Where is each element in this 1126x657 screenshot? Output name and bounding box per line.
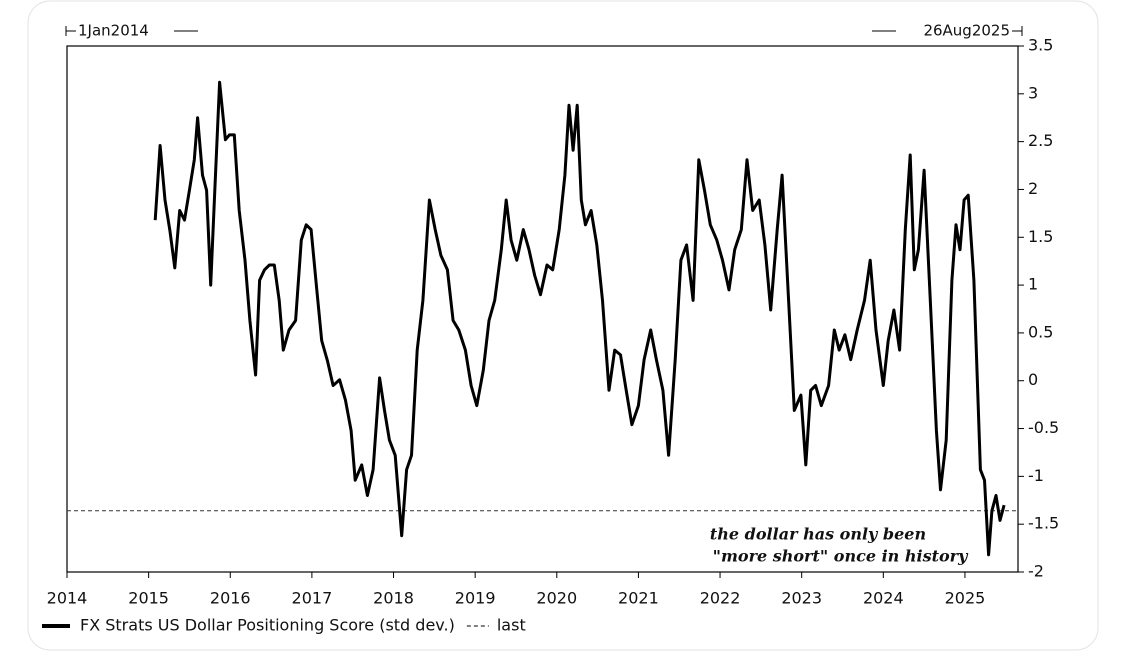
x-tick-label: 2019: [455, 589, 496, 608]
x-tick-label: 2020: [536, 589, 577, 608]
y-tick-label: 0.5: [1028, 322, 1053, 341]
x-tick-label: 2023: [781, 589, 822, 608]
y-tick-label: 1.5: [1028, 227, 1053, 246]
x-tick-label: 2022: [700, 589, 741, 608]
plot-frame: [66, 45, 1019, 573]
x-tick-label: 2016: [210, 589, 251, 608]
annotation: the dollar has only been: [710, 525, 926, 544]
x-tick-label: 2015: [128, 589, 169, 608]
start-label: 1Jan2014: [78, 22, 149, 40]
y-tick-label: -0.5: [1028, 418, 1059, 437]
y-tick-label: 3.5: [1028, 36, 1053, 55]
x-tick-label: 2014: [47, 589, 88, 608]
y-tick-label: -2: [1028, 562, 1044, 581]
y-tick-label: 1: [1028, 275, 1038, 294]
x-tick-label: 2017: [292, 589, 333, 608]
y-tick-label: 3: [1028, 83, 1038, 102]
start-bracket: [65, 26, 198, 36]
x-tick-label: 2024: [863, 589, 904, 608]
end-label: 26Aug2025: [923, 22, 1010, 40]
y-tick-label: -1.5: [1028, 514, 1059, 533]
y-tick-label: 2: [1028, 179, 1038, 198]
annotation: "more short" once in history: [713, 547, 969, 566]
card: [27, 0, 1099, 651]
y-tick-label: -1: [1028, 466, 1044, 485]
x-tick-label: 2025: [945, 589, 986, 608]
y-tick-label: 2.5: [1028, 131, 1053, 150]
x-tick-label: 2021: [618, 589, 659, 608]
y-tick-label: 0: [1028, 370, 1038, 389]
legend-label: FX Strats US Dollar Positioning Score (s…: [80, 616, 455, 635]
end-bracket: [872, 26, 1023, 36]
series-line: [153, 80, 1006, 557]
legend-label: last: [497, 616, 526, 635]
x-tick-label: 2018: [373, 589, 414, 608]
